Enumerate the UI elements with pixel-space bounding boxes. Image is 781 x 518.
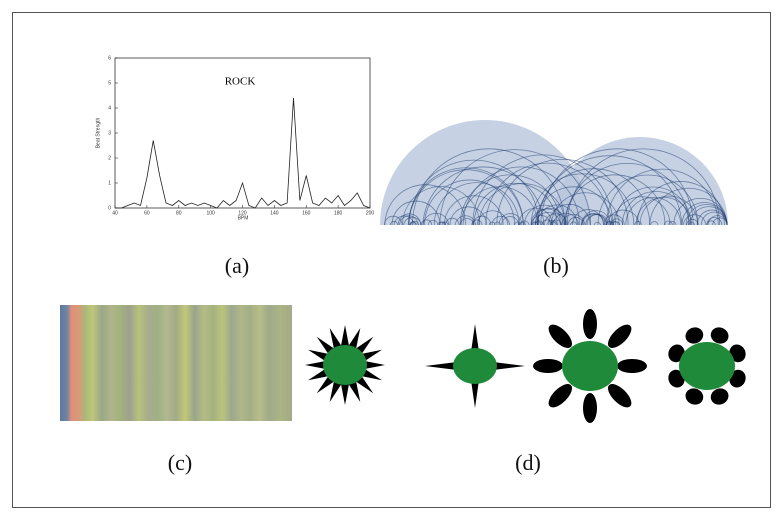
- stripe-container: [60, 305, 292, 421]
- glyph-petal: [533, 359, 563, 373]
- y-tick-label: 6: [108, 55, 111, 61]
- y-tick-label: 3: [108, 130, 111, 136]
- figure: ROCK BPM Beat Strength 01234564060801001…: [0, 0, 781, 518]
- glyph-star: [305, 325, 385, 405]
- x-tick-label: 60: [144, 210, 150, 216]
- page: {"chart_data": {"type": "line", "title":…: [0, 0, 781, 518]
- y-tick-label: 2: [108, 155, 111, 161]
- x-tick-label: 200: [366, 210, 375, 216]
- x-tick-label: 180: [334, 210, 343, 216]
- data-line: [115, 98, 370, 208]
- glyph-petal: [545, 321, 576, 352]
- x-tick-label: 80: [176, 210, 182, 216]
- x-tick-label: 100: [206, 210, 215, 216]
- panel-label: (a): [225, 253, 249, 278]
- glyph-cross: [425, 324, 525, 408]
- glyph-core: [679, 342, 735, 390]
- y-tick-label: 0: [108, 205, 111, 211]
- glyph-petal: [545, 380, 576, 411]
- y-tick-label: 1: [108, 180, 111, 186]
- panel-label: (d): [515, 450, 541, 475]
- panel-label: (b): [543, 253, 569, 278]
- glyph-petal: [604, 321, 635, 352]
- x-tick-label: 160: [302, 210, 311, 216]
- color-stripes: [60, 305, 292, 421]
- glyph-dots: [666, 325, 749, 408]
- glyph-core: [323, 345, 367, 385]
- glyph-petal: [604, 380, 635, 411]
- glyph-petal: [583, 309, 597, 339]
- x-tick-label: 140: [270, 210, 279, 216]
- arc-diagram: [380, 120, 728, 225]
- y-tick-label: 5: [108, 80, 111, 86]
- chart-title: ROCK: [225, 76, 256, 88]
- glyph-core: [453, 348, 497, 384]
- glyph-petal: [583, 393, 597, 423]
- panel-label: (c): [168, 450, 192, 475]
- y-axis-label: Beat Strength: [95, 117, 101, 148]
- y-tick-label: 4: [108, 105, 111, 111]
- glyph-petals: [533, 309, 647, 423]
- x-tick-label: 40: [112, 210, 118, 216]
- glyph-core: [562, 341, 618, 391]
- frame: [13, 13, 771, 508]
- x-tick-label: 120: [238, 210, 247, 216]
- glyph-petal: [617, 359, 647, 373]
